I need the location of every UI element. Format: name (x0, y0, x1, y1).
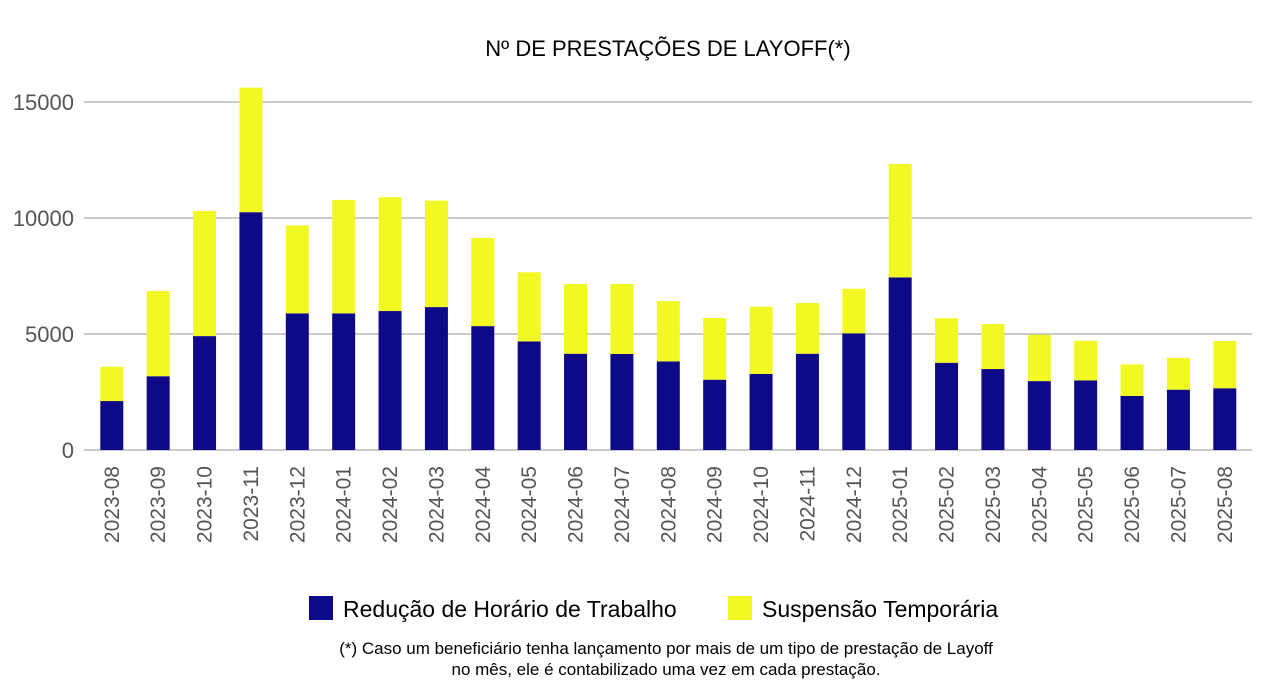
x-tick-label: 2023-12 (286, 466, 309, 543)
legend-swatch-reducao (309, 596, 333, 620)
x-tick-label: 2024-04 (472, 466, 495, 543)
x-tick-label: 2024-11 (796, 466, 819, 542)
x-tick-label: 2023-09 (147, 466, 170, 543)
bar-reducao-horario (285, 313, 309, 450)
x-tick-label: 2024-08 (657, 466, 680, 543)
bar-reducao-horario (1120, 395, 1144, 450)
bar-reducao-horario (517, 341, 541, 450)
bar-reducao-horario (610, 353, 634, 450)
legend-label-suspensao: Suspensão Temporária (762, 596, 998, 622)
x-tick-label: 2025-01 (889, 466, 912, 543)
bar-reducao-horario (656, 361, 680, 450)
bar-suspensao-temporaria (1027, 334, 1051, 382)
legend-label-reducao: Redução de Horário de Trabalho (343, 596, 677, 622)
bar-reducao-horario (981, 369, 1005, 450)
bar-reducao-horario (888, 277, 912, 450)
x-tick-label: 2023-08 (101, 466, 124, 543)
bar-suspensao-temporaria (564, 283, 588, 354)
bar-suspensao-temporaria (1074, 340, 1098, 381)
bar-suspensao-temporaria (424, 200, 448, 308)
x-tick-label: 2024-02 (379, 466, 402, 543)
y-tick-label: 15000 (13, 90, 74, 115)
bar-suspensao-temporaria (285, 225, 309, 314)
bar-suspensao-temporaria (888, 163, 912, 278)
x-tick-label: 2024-10 (750, 466, 773, 543)
bar-suspensao-temporaria (935, 318, 959, 363)
y-tick-label: 10000 (13, 206, 74, 231)
x-tick-label: 2025-08 (1214, 466, 1237, 543)
bars (100, 87, 1237, 450)
bar-suspensao-temporaria (193, 211, 217, 337)
x-tick-label: 2024-01 (333, 466, 356, 543)
bar-reducao-horario (564, 353, 588, 450)
bar-reducao-horario (100, 401, 124, 450)
bar-reducao-horario (1074, 380, 1098, 450)
bar-suspensao-temporaria (146, 291, 170, 377)
bar-suspensao-temporaria (1166, 357, 1190, 390)
bar-reducao-horario (146, 376, 170, 450)
x-tick-label: 2025-02 (936, 466, 959, 543)
bar-reducao-horario (471, 326, 495, 450)
bar-suspensao-temporaria (703, 317, 727, 380)
bar-reducao-horario (795, 353, 819, 450)
footnote-line-1: (*) Caso um beneficiário tenha lançament… (339, 639, 993, 658)
legend: Redução de Horário de Trabalho Suspensão… (309, 596, 998, 622)
bar-reducao-horario (424, 307, 448, 450)
bar-reducao-horario (749, 373, 773, 450)
x-tick-label: 2024-09 (704, 466, 727, 543)
x-tick-label: 2025-06 (1121, 466, 1144, 543)
bar-suspensao-temporaria (1213, 340, 1237, 389)
x-tick-label: 2024-03 (425, 466, 448, 543)
x-tick-label: 2024-06 (565, 466, 588, 543)
bar-reducao-horario (239, 212, 263, 450)
bar-reducao-horario (842, 333, 866, 450)
bar-suspensao-temporaria (378, 197, 402, 312)
x-tick-label: 2024-05 (518, 466, 541, 543)
chart-title: Nº DE PRESTAÇÕES DE LAYOFF(*) (485, 36, 850, 61)
x-tick-label: 2023-11 (240, 466, 263, 542)
bar-suspensao-temporaria (610, 283, 634, 354)
bar-suspensao-temporaria (656, 301, 680, 362)
x-tick-label: 2025-05 (1075, 466, 1098, 543)
x-tick-label: 2024-12 (843, 466, 866, 543)
x-tick-label: 2023-10 (194, 466, 217, 543)
bar-reducao-horario (1213, 388, 1237, 450)
bar-suspensao-temporaria (332, 199, 356, 314)
bar-reducao-horario (935, 362, 959, 450)
bar-reducao-horario (1166, 389, 1190, 450)
bar-reducao-horario (1027, 381, 1051, 450)
x-tick-label: 2025-03 (982, 466, 1005, 543)
bar-reducao-horario (193, 336, 217, 450)
bar-suspensao-temporaria (471, 237, 495, 327)
bar-suspensao-temporaria (239, 87, 263, 213)
y-tick-label: 0 (62, 438, 74, 463)
bar-reducao-horario (703, 379, 727, 450)
x-tick-label: 2024-07 (611, 466, 634, 543)
footnote-line-2: no mês, ele é contabilizado uma vez em c… (451, 660, 880, 679)
bar-suspensao-temporaria (981, 324, 1005, 370)
bar-suspensao-temporaria (842, 288, 866, 334)
bar-suspensao-temporaria (100, 366, 124, 402)
y-tick-label: 5000 (25, 322, 74, 347)
bar-suspensao-temporaria (1120, 364, 1144, 396)
y-axis-ticks: 0 5000 10000 15000 (13, 90, 74, 463)
x-axis-ticks: 2023-08 2023-09 2023-10 2023-11 2023-12 2024-… (101, 466, 1237, 543)
x-tick-label: 2025-07 (1167, 466, 1190, 543)
x-tick-label: 2025-04 (1028, 466, 1051, 543)
bar-suspensao-temporaria (749, 306, 773, 374)
bar-suspensao-temporaria (517, 272, 541, 342)
legend-swatch-suspensao (728, 596, 752, 620)
bar-reducao-horario (332, 313, 356, 450)
bar-reducao-horario (378, 311, 402, 450)
bar-suspensao-temporaria (795, 302, 819, 354)
